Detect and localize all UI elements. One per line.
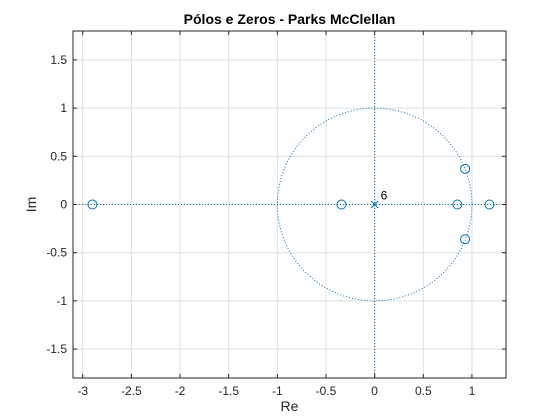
x-tick-label: -0.5 [316,384,337,398]
y-tick-label: -1 [56,294,67,308]
y-tick-label: -1.5 [46,342,67,356]
annotations: 6 [381,189,388,203]
markers [87,163,495,245]
x-axis-label: Re [281,398,299,414]
multiplicity-label: 6 [381,189,388,203]
y-tick-label: 0 [60,198,67,212]
y-tick-label: 1.5 [50,53,67,67]
x-tick-label: -1 [272,384,283,398]
y-tick-label: 0.5 [50,149,67,163]
zero-marker [460,234,471,245]
x-tick-label: -3 [77,384,88,398]
y-tick-label: 1 [60,101,67,115]
pole-marker [370,200,379,209]
chart-title: Pólos e Zeros - Parks McClellan [184,11,396,27]
y-axis-label: Im [23,197,39,213]
x-tick-label: 0 [371,384,378,398]
zero-marker [484,199,495,210]
zero-marker [87,199,98,210]
y-tick-label: -0.5 [46,246,67,260]
x-tick-label: -1.5 [218,384,239,398]
x-tick-label: -2.5 [121,384,142,398]
zero-marker [452,199,463,210]
x-tick-label: 1 [469,384,476,398]
reference-lines [73,31,506,378]
x-tick-label: -2 [175,384,186,398]
ticks: -3 -2.5 -2 -1.5 -1 -0.5 0 0.5 1 1.5 1 0.5 0 -0.5 -1 -1.… [46,31,506,398]
zero-marker [460,163,471,174]
zero-marker [336,199,347,210]
x-tick-label: 0.5 [415,384,432,398]
